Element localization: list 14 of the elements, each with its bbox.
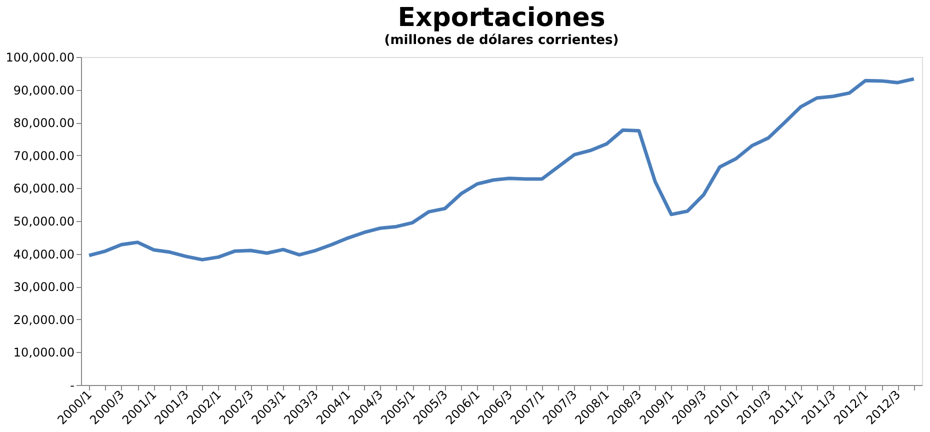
y-tick-label: - [70, 378, 74, 392]
y-tick-label: 70,000.00 [13, 148, 74, 163]
y-tick-label: 20,000.00 [13, 312, 74, 327]
y-tick-label: 30,000.00 [13, 280, 74, 294]
chart-title: Exportaciones [398, 3, 606, 33]
chart-subtitle: (millones de dólares corrientes) [384, 33, 619, 48]
y-tick-label: 40,000.00 [13, 247, 74, 262]
y-tick-label: 90,000.00 [13, 83, 74, 98]
y-tick-label: 80,000.00 [13, 116, 74, 130]
y-tick-label: 60,000.00 [13, 182, 74, 196]
y-tick-label: 100,000.00 [6, 50, 74, 64]
line-series [87, 77, 916, 262]
y-tick-label: 50,000.00 [13, 214, 74, 228]
y-tick-label: 10,000.00 [13, 346, 74, 360]
